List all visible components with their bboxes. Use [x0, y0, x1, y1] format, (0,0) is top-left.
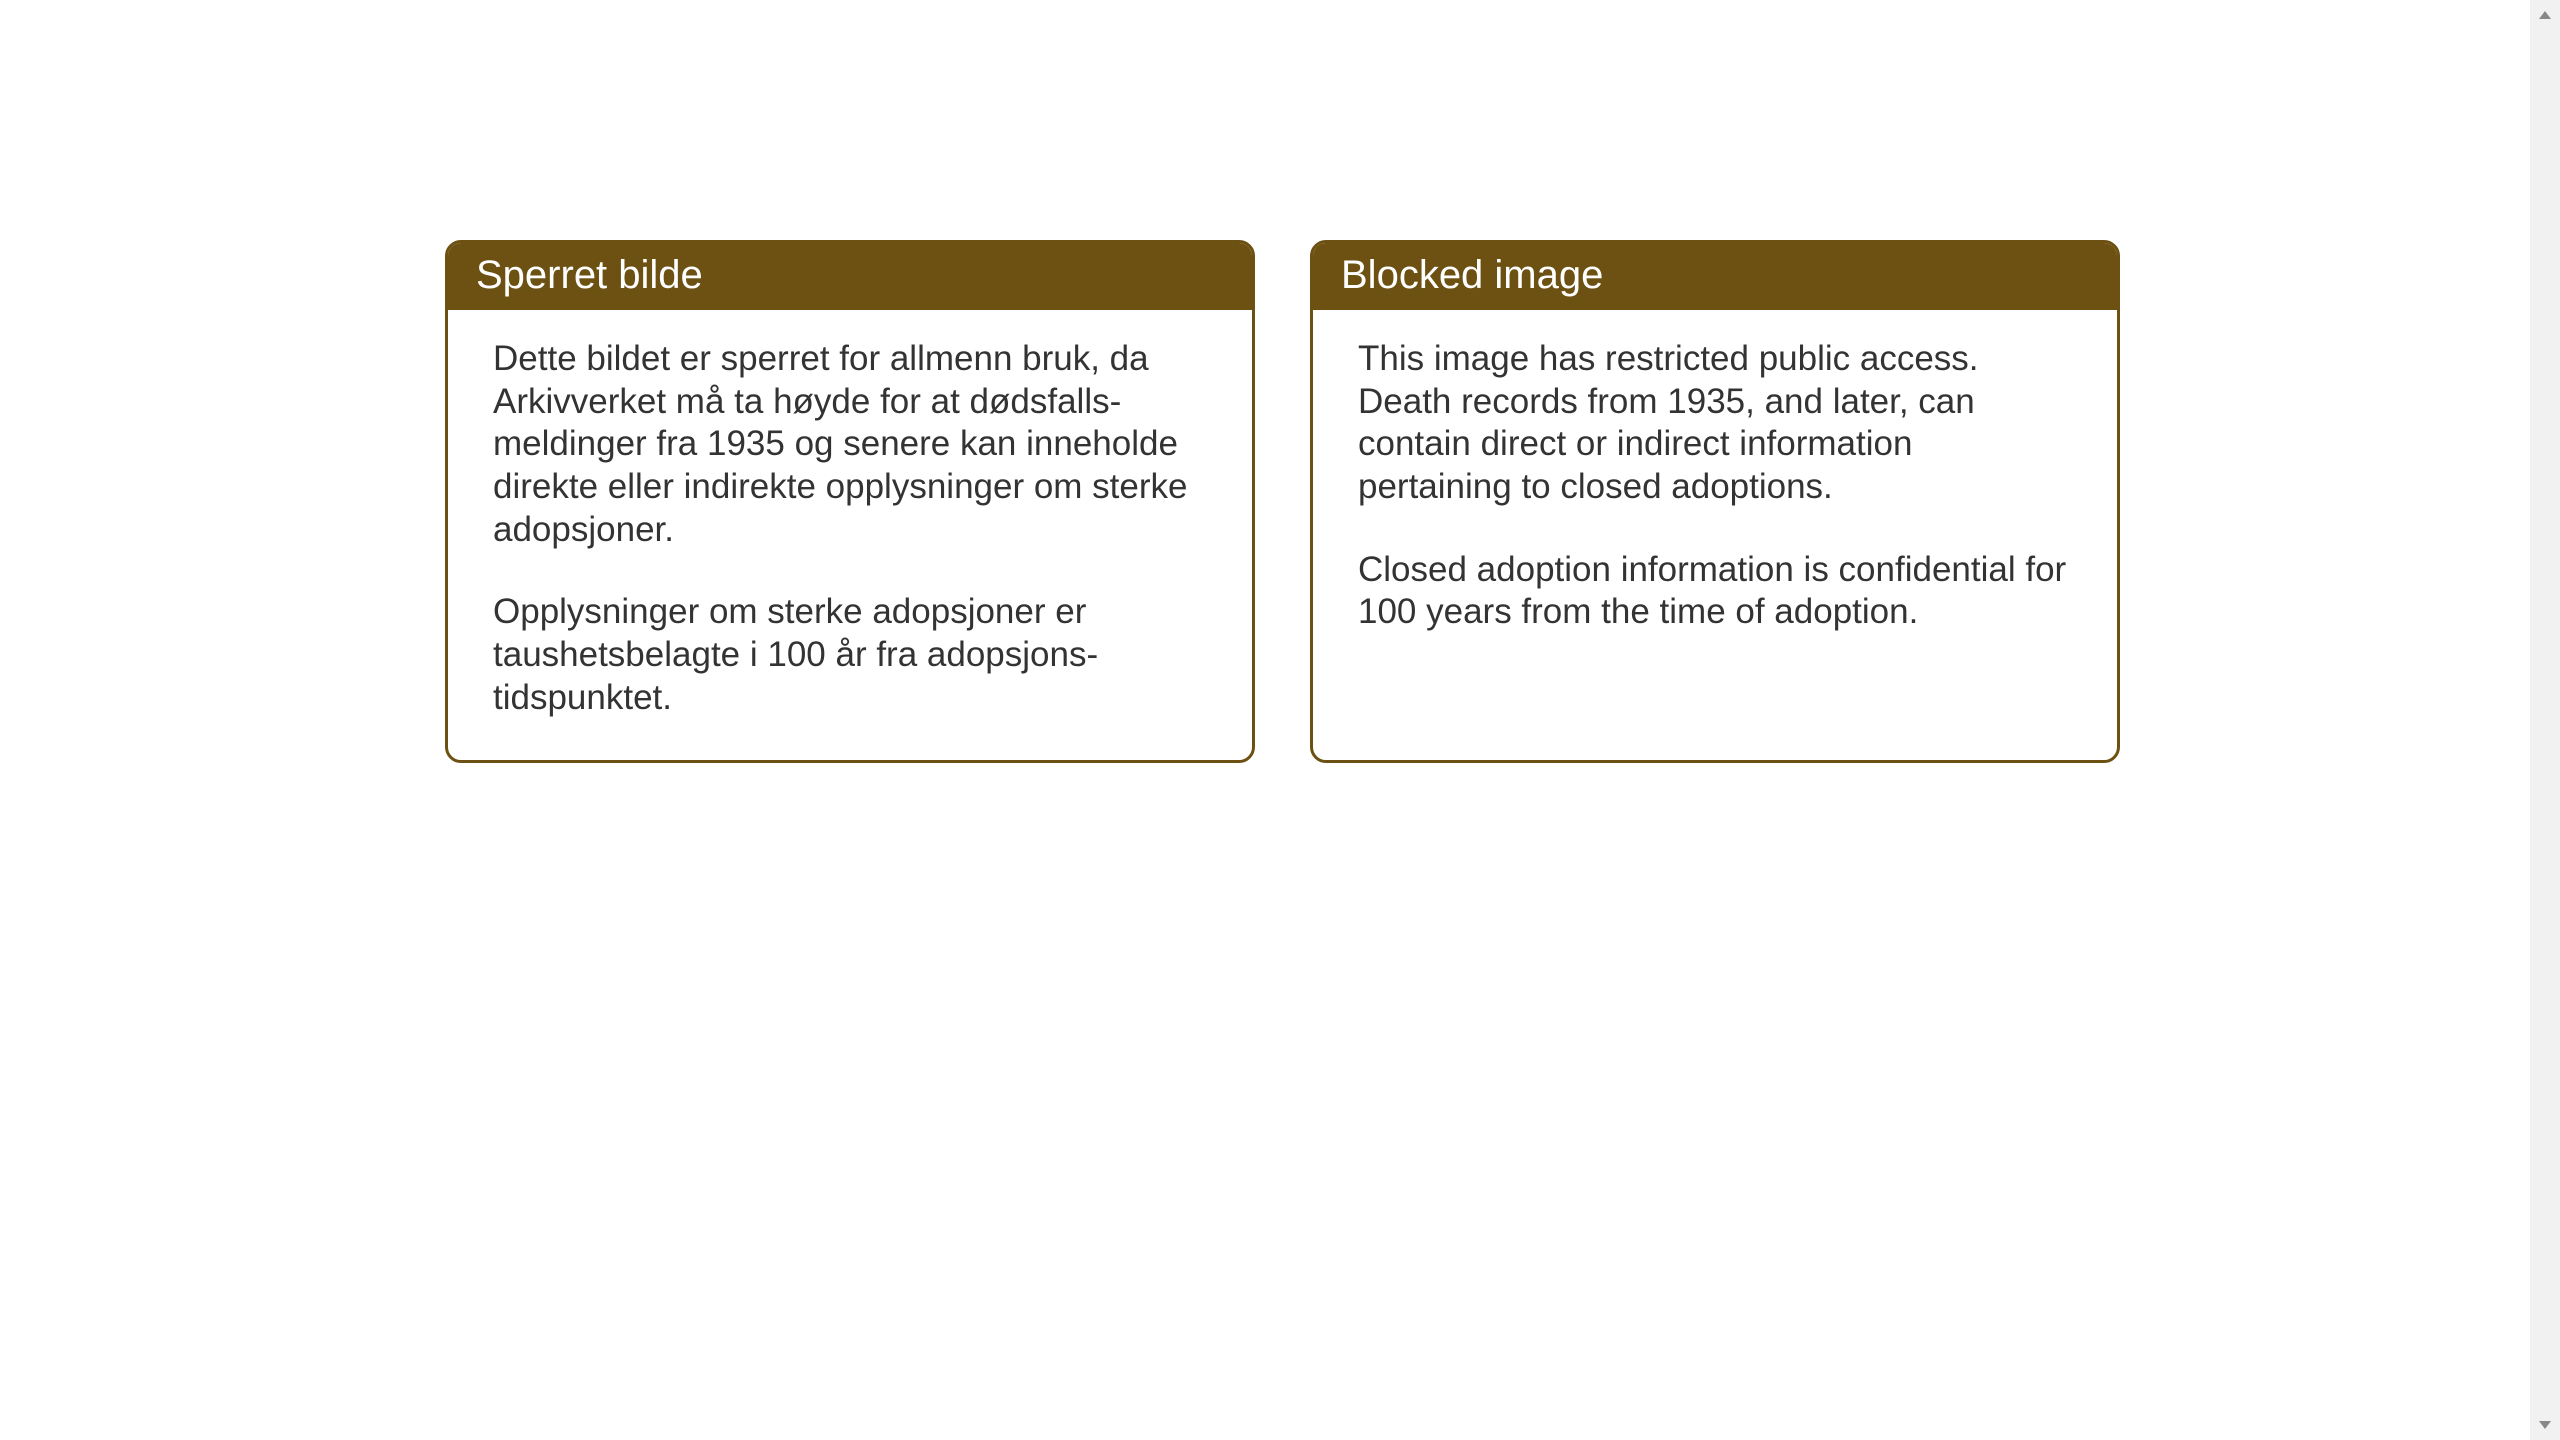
notice-header-english: Blocked image	[1313, 243, 2117, 310]
notice-paragraph-2-norwegian: Opplysninger om sterke adopsjoner er tau…	[493, 591, 1207, 719]
notice-container: Sperret bilde Dette bildet er sperret fo…	[445, 240, 2120, 763]
notice-body-norwegian: Dette bildet er sperret for allmenn bruk…	[448, 310, 1252, 760]
scrollbar-button-up[interactable]	[2530, 0, 2560, 30]
notice-title-english: Blocked image	[1341, 253, 1603, 297]
chevron-down-icon	[2539, 1421, 2551, 1429]
scrollbar-button-down[interactable]	[2530, 1410, 2560, 1440]
notice-body-english: This image has restricted public access.…	[1313, 310, 2117, 674]
notice-title-norwegian: Sperret bilde	[476, 253, 703, 297]
notice-paragraph-2-english: Closed adoption information is confident…	[1358, 549, 2072, 634]
scrollbar-vertical[interactable]	[2530, 0, 2560, 1440]
notice-box-norwegian: Sperret bilde Dette bildet er sperret fo…	[445, 240, 1255, 763]
notice-box-english: Blocked image This image has restricted …	[1310, 240, 2120, 763]
notice-header-norwegian: Sperret bilde	[448, 243, 1252, 310]
notice-paragraph-1-norwegian: Dette bildet er sperret for allmenn bruk…	[493, 338, 1207, 551]
notice-paragraph-1-english: This image has restricted public access.…	[1358, 338, 2072, 509]
chevron-up-icon	[2539, 11, 2551, 19]
